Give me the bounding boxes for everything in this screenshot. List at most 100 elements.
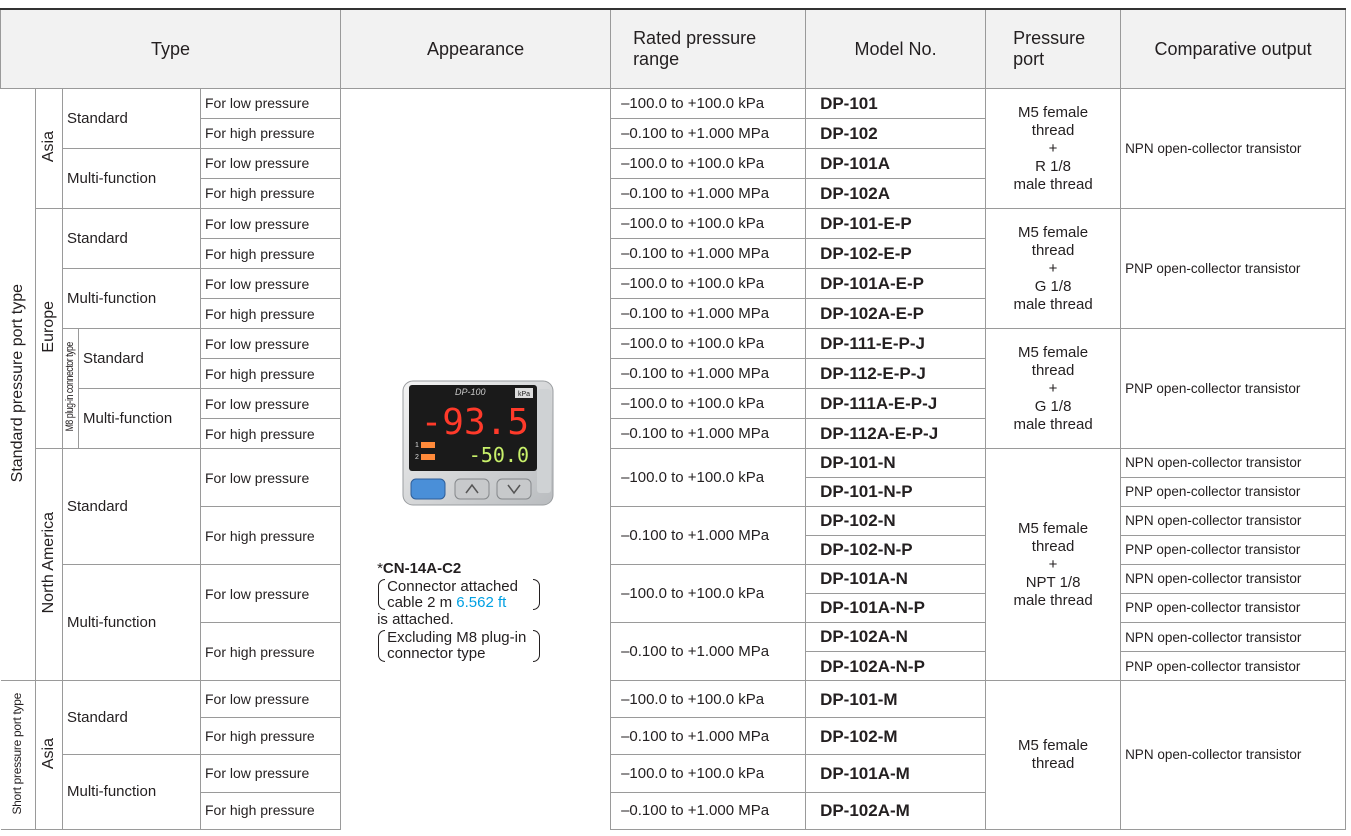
- comparative-output: NPN open-collector transistor: [1121, 681, 1346, 829]
- model-number: DP-111-E-P-J: [806, 329, 986, 359]
- pressure-type: For high pressure: [201, 623, 341, 681]
- page: Type Appearance Rated pressure range Mod…: [0, 0, 1351, 836]
- pressure-range: –100.0 to +100.0 kPa: [611, 755, 806, 792]
- model-table: Type Appearance Rated pressure range Mod…: [0, 8, 1346, 830]
- model-number: DP-102-N-P: [806, 536, 986, 565]
- port-line: +: [990, 556, 1116, 574]
- text: Standard pressure port type: [9, 284, 27, 482]
- row-group-label: North America: [36, 449, 63, 681]
- port-line: male thread: [990, 416, 1116, 434]
- port-line: M5 female: [990, 224, 1116, 242]
- comparative-output: PNP open-collector transistor: [1121, 594, 1346, 623]
- subtype: Multi-function: [63, 755, 201, 829]
- text: Connector attached: [387, 579, 526, 595]
- table-row: Type Appearance Rated pressure range Mod…: [1, 9, 1346, 89]
- pressure-type: For high pressure: [201, 718, 341, 755]
- table-row: North AmericaStandardFor low pressure–10…: [1, 449, 1346, 478]
- model-number: DP-101A-N-P: [806, 594, 986, 623]
- text: Asia: [40, 131, 58, 162]
- pressure-range: –100.0 to +100.0 kPa: [611, 565, 806, 623]
- model-number: DP-102A: [806, 179, 986, 209]
- port-line: M5 female: [990, 737, 1116, 755]
- text: Appearance: [427, 39, 524, 59]
- model-number: DP-102-E-P: [806, 239, 986, 269]
- pressure-type: For low pressure: [201, 389, 341, 419]
- text: [455, 479, 489, 499]
- comparative-output: PNP open-collector transistor: [1121, 652, 1346, 681]
- pressure-range: –100.0 to +100.0 kPa: [611, 681, 806, 718]
- subtype: Multi-function: [63, 149, 201, 209]
- pressure-type: For low pressure: [201, 329, 341, 359]
- subtype: Standard: [63, 449, 201, 565]
- pressure-range: –0.100 to +1.000 MPa: [611, 623, 806, 681]
- device-image: DP-100 kPa -93.5 1 2 -50.0: [399, 379, 559, 509]
- model-number: DP-112A-E-P-J: [806, 419, 986, 449]
- text: [497, 479, 531, 499]
- text: Short pressure port type: [11, 693, 25, 815]
- pressure-range: –0.100 to +1.000 MPa: [611, 299, 806, 329]
- subtype: Multi-function: [79, 389, 201, 449]
- comparative-output: PNP open-collector transistor: [1121, 209, 1346, 329]
- row-group-label: Asia: [36, 89, 63, 209]
- table-row: Multi-functionFor low pressure–100.0 to …: [1, 565, 1346, 594]
- port-line: +: [990, 140, 1116, 158]
- pressure-type: For low pressure: [201, 755, 341, 792]
- pressure-range: –100.0 to +100.0 kPa: [611, 209, 806, 239]
- pressure-range: –0.100 to +1.000 MPa: [611, 119, 806, 149]
- pressure-range: –0.100 to +1.000 MPa: [611, 718, 806, 755]
- pressure-range: –0.100 to +1.000 MPa: [611, 179, 806, 209]
- pressure-range: –0.100 to +1.000 MPa: [611, 507, 806, 565]
- text: North America: [40, 512, 58, 613]
- comparative-output: NPN open-collector transistor: [1121, 89, 1346, 209]
- pressure-type: For high pressure: [201, 507, 341, 565]
- text: [411, 479, 445, 499]
- text: [421, 454, 435, 460]
- text: Asia: [40, 738, 58, 769]
- pressure-port: M5 femalethread+NPT 1/8male thread: [986, 449, 1121, 681]
- appearance-cell: DP-100 kPa -93.5 1 2 -50.0 *CN-14A-C2 Co…: [341, 89, 611, 830]
- comparative-output: NPN open-collector transistor: [1121, 623, 1346, 652]
- text: -93.5: [421, 402, 529, 443]
- pressure-range: –0.100 to +1.000 MPa: [611, 419, 806, 449]
- text: cable 2 m 6.562 ft: [387, 595, 526, 611]
- pressure-range: –100.0 to +100.0 kPa: [611, 449, 806, 507]
- port-line: thread: [990, 122, 1116, 140]
- text: kPa: [518, 391, 530, 398]
- port-line: NPT 1/8: [990, 574, 1116, 592]
- text: [421, 442, 435, 448]
- text: Type: [151, 39, 190, 59]
- header-cell: Pressure port: [986, 9, 1121, 89]
- text: Connector attachedcable 2 m 6.562 ft: [377, 579, 536, 611]
- text: cable 2 m: [387, 594, 452, 611]
- port-line: M5 female: [990, 520, 1116, 538]
- text: Europe: [40, 301, 58, 353]
- text: connector type: [387, 646, 526, 662]
- text: Type Appearance Rated pressure range Mod…: [1, 9, 1346, 89]
- table-row: Short pressure port typeAsiaStandardFor …: [1, 681, 1346, 718]
- model-number: DP-112-E-P-J: [806, 359, 986, 389]
- model-number: DP-101-N: [806, 449, 986, 478]
- pressure-range: –100.0 to +100.0 kPa: [611, 389, 806, 419]
- port-line: G 1/8: [990, 278, 1116, 296]
- model-number: DP-101: [806, 89, 986, 119]
- text: M8 plug-in connector type: [64, 342, 77, 431]
- pressure-type: For low pressure: [201, 269, 341, 299]
- text: CN-14A-C2: [383, 560, 461, 577]
- header-cell: Rated pressure range: [611, 9, 806, 89]
- model-number: DP-102A-M: [806, 792, 986, 829]
- pressure-range: –100.0 to +100.0 kPa: [611, 149, 806, 179]
- model-number: DP-102: [806, 119, 986, 149]
- comparative-output: PNP open-collector transistor: [1121, 329, 1346, 449]
- text: Excluding M8 plug-in: [387, 630, 526, 646]
- port-line: male thread: [990, 296, 1116, 314]
- header-cell: Comparative output: [1121, 9, 1346, 89]
- model-number: DP-101A-N: [806, 565, 986, 594]
- text: *CN-14A-C2: [377, 561, 536, 577]
- comparative-output: NPN open-collector transistor: [1121, 507, 1346, 536]
- subtype: Standard: [79, 329, 201, 389]
- text: Model No.: [855, 39, 937, 59]
